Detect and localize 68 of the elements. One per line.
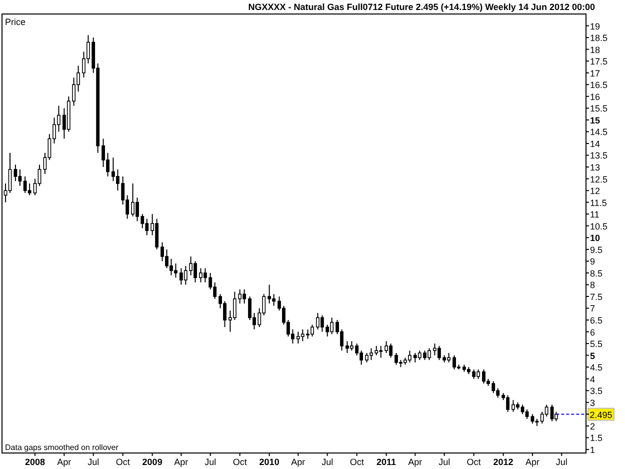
candlestick [550,404,554,422]
x-tick-label: 2012 [493,457,514,467]
y-tick-label: 2 [590,421,596,432]
y-tick-label: 7 [590,304,596,314]
y-tick-label: 6 [590,327,596,338]
candlestick [14,164,18,182]
y-tick-label: 16 [590,92,600,102]
x-tick-label: 2010 [259,457,280,467]
x-tick-label: Oct [232,457,248,467]
x-tick-label: 2009 [142,457,162,467]
x-tick-label: Jul [438,457,450,467]
y-tick-label: 6.5 [590,316,603,326]
x-tick-label: Jul [556,457,568,467]
y-tick-label: 10.5 [590,221,608,232]
candlestick [530,414,534,424]
y-tick-label: 19 [590,21,600,32]
y-tick-label: 11 [590,210,600,220]
y-tick-label: 15.5 [590,104,608,114]
y-tick-label: 14 [590,138,600,149]
y-tick-label: 3 [590,398,596,408]
x-tick-label: Oct [116,457,130,467]
candlestick [525,408,529,420]
y-tick-label: 4.5 [590,362,603,373]
candlestick [268,284,272,304]
x-tick-label: Oct [350,457,364,467]
y-tick-label: 4 [590,374,596,384]
y-tick-label: 9 [590,256,596,267]
candlestick [28,182,32,196]
y-tick-label: 10 [590,233,600,244]
x-tick-label: Jul [322,457,334,467]
y-tick-label: 7.5 [590,292,603,302]
y-tick-label: 18 [590,44,600,55]
x-tick-label: Apr [57,457,72,467]
chart-title: NGXXXX - Natural Gas Full0712 Future 2.495 (+14.19%) Weekly 14 Jun 2012 00:00 [248,2,595,12]
x-tick-label: Jul [204,457,216,467]
y-tick-label: 8 [590,280,596,290]
y-tick-label: 13.5 [590,150,608,161]
candlestick [18,168,22,186]
x-tick-label: Oct [466,457,482,467]
x-tick-label: Jul [88,457,100,467]
y-tick-label: 8.5 [590,268,603,278]
y-tick-label: 11.5 [590,198,607,208]
y-tick-label: 9.5 [590,244,603,255]
x-tick-label: 2008 [25,457,46,467]
y-tick-label: 5.5 [590,339,603,350]
x-tick-label: Apr [291,457,306,467]
x-tick-label: 2011 [376,457,396,467]
y-tick-label: 12.5 [590,174,608,184]
y-tick-label: 17 [590,68,600,78]
annotation: Data gaps smoothed on rollover [5,443,119,452]
y-tick-label: 15 [590,115,600,126]
y-tick-label: 18.5 [590,33,608,44]
ref-line-label: 2.495 [590,410,612,420]
y-tick-label: 12 [590,186,600,196]
y-tick-label: 1 [590,444,596,455]
y-tick-label: 13 [590,162,600,173]
y-tick-label: 1.5 [590,433,603,444]
y-tick-label: 14.5 [590,127,608,138]
y-tick-label: 16.5 [590,80,608,90]
x-tick-label: Apr [525,457,540,467]
x-tick-label: Apr [174,457,188,467]
y-tick-label: 3.5 [590,386,603,396]
x-tick-label: Apr [408,457,422,467]
candlestick [544,404,548,418]
y-axis-title: Price [5,17,26,27]
y-tick-label: 5 [590,350,596,361]
y-tick-label: 17.5 [590,56,608,67]
candlestick [384,340,388,354]
